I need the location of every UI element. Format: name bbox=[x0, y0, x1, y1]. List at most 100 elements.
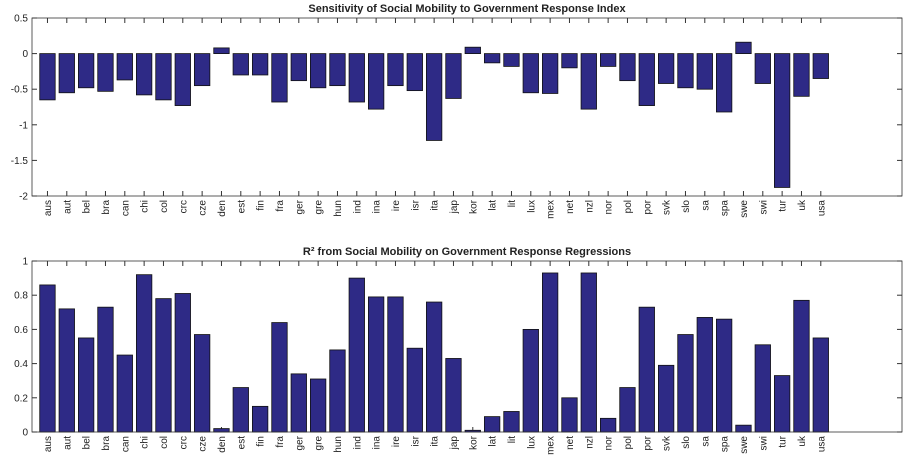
x-tick-label: spa bbox=[720, 200, 731, 217]
bar bbox=[716, 53, 733, 113]
bar bbox=[155, 298, 172, 433]
bar bbox=[271, 322, 288, 433]
x-tick-label: swi bbox=[758, 436, 769, 450]
x-tick-label: bel bbox=[82, 200, 93, 213]
bar bbox=[503, 53, 520, 67]
x-tick-label: tur bbox=[778, 199, 789, 211]
bar bbox=[503, 411, 520, 433]
bar bbox=[658, 364, 675, 433]
bar bbox=[580, 53, 597, 110]
x-tick-label: fin bbox=[256, 200, 267, 211]
bar bbox=[735, 424, 752, 433]
y-tick-label: -1 bbox=[19, 120, 28, 131]
bar bbox=[193, 334, 211, 433]
x-tick-label: nzl bbox=[584, 436, 595, 449]
bar bbox=[754, 344, 771, 433]
x-tick-label: fra bbox=[275, 200, 286, 212]
bar bbox=[78, 337, 95, 433]
bar bbox=[561, 397, 578, 433]
x-tick-label: kor bbox=[468, 199, 479, 214]
bar bbox=[735, 41, 752, 55]
bar bbox=[658, 53, 675, 84]
bar bbox=[78, 53, 95, 89]
x-tick-label: hun bbox=[333, 200, 344, 217]
bar bbox=[522, 53, 539, 94]
bar bbox=[464, 46, 481, 55]
x-tick-label: swi bbox=[758, 200, 769, 214]
chart-title: R² from Social Mobility on Government Re… bbox=[303, 246, 631, 258]
bar bbox=[135, 274, 153, 433]
bar bbox=[174, 293, 191, 433]
bar bbox=[309, 53, 327, 89]
x-tick-label: slo bbox=[681, 200, 692, 213]
bar bbox=[387, 53, 404, 87]
bar bbox=[774, 375, 791, 433]
x-tick-label: chi bbox=[140, 200, 151, 213]
bar bbox=[290, 373, 307, 433]
bar bbox=[213, 47, 230, 54]
bar bbox=[425, 301, 443, 433]
bar bbox=[580, 272, 597, 433]
bar bbox=[116, 53, 133, 81]
x-tick-label: slo bbox=[681, 436, 692, 449]
x-tick-label: usa bbox=[816, 436, 827, 453]
bar bbox=[619, 53, 636, 82]
bar bbox=[600, 53, 617, 67]
bar bbox=[696, 317, 713, 433]
bar bbox=[290, 53, 307, 82]
axes-box bbox=[31, 17, 903, 197]
x-tick-label: swe bbox=[739, 436, 750, 454]
x-tick-label: can bbox=[120, 436, 131, 452]
bar bbox=[367, 296, 385, 433]
bar bbox=[193, 53, 211, 87]
bar bbox=[213, 428, 230, 433]
bar bbox=[387, 296, 404, 433]
x-tick-label: ina bbox=[372, 200, 383, 214]
x-tick-label: chi bbox=[140, 436, 151, 449]
bar bbox=[135, 53, 153, 96]
bar bbox=[754, 53, 771, 84]
x-tick-label: hun bbox=[333, 436, 344, 453]
bar bbox=[561, 53, 578, 69]
bar bbox=[542, 53, 559, 94]
bar bbox=[232, 53, 249, 76]
bar bbox=[522, 328, 539, 433]
x-tick-label: lat bbox=[488, 436, 499, 447]
x-tick-label: nor bbox=[604, 199, 615, 214]
y-tick-label: 0.8 bbox=[14, 291, 28, 302]
x-tick-label: jap bbox=[449, 200, 460, 215]
bar bbox=[793, 299, 810, 433]
bar bbox=[425, 53, 443, 141]
bar bbox=[812, 53, 829, 79]
x-tick-label: ina bbox=[372, 436, 383, 450]
y-tick-label: 0.2 bbox=[14, 393, 28, 404]
x-tick-label: fra bbox=[275, 436, 286, 448]
bar bbox=[174, 53, 191, 106]
x-tick-label: por bbox=[642, 435, 653, 450]
bar bbox=[251, 53, 269, 76]
x-tick-label: cze bbox=[198, 436, 209, 452]
x-tick-label: lux bbox=[526, 436, 537, 449]
x-tick-label: spa bbox=[720, 436, 731, 453]
y-tick-label: -1.5 bbox=[11, 156, 29, 167]
x-tick-label: jap bbox=[449, 436, 460, 451]
plot-area bbox=[32, 18, 902, 196]
bar bbox=[39, 53, 56, 101]
x-tick-label: gre bbox=[314, 436, 325, 451]
x-tick-label: bra bbox=[101, 436, 112, 451]
x-tick-label: sa bbox=[700, 200, 711, 211]
bar bbox=[445, 53, 462, 99]
bar bbox=[329, 53, 346, 87]
x-tick-label: net bbox=[565, 200, 576, 214]
bar bbox=[97, 306, 114, 433]
x-tick-label: lit bbox=[507, 436, 518, 443]
x-tick-label: ger bbox=[294, 435, 305, 450]
x-tick-label: ita bbox=[430, 200, 441, 211]
x-tick-label: sa bbox=[700, 436, 711, 447]
x-tick-label: tur bbox=[778, 435, 789, 447]
x-tick-label: bel bbox=[82, 436, 93, 449]
x-tick-label: lit bbox=[507, 200, 518, 207]
x-tick-label: est bbox=[236, 436, 247, 450]
y-tick-label: 0.4 bbox=[14, 359, 28, 370]
